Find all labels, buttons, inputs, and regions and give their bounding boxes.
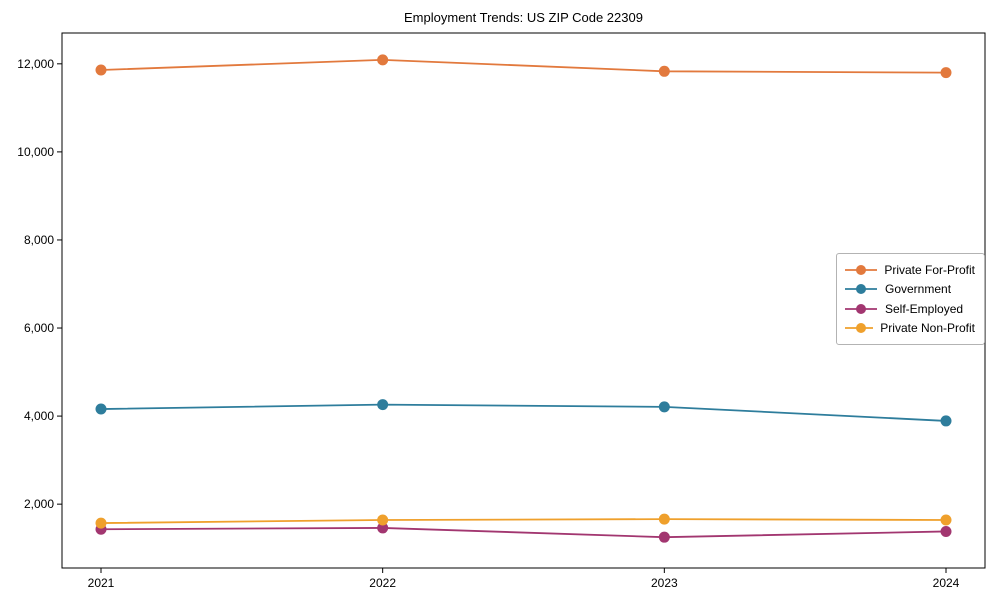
legend-label: Self-Employed <box>885 301 964 316</box>
data-point-marker <box>940 415 952 427</box>
data-point-marker <box>658 401 670 413</box>
legend-item: Private Non-Profit <box>844 319 975 339</box>
data-point-marker <box>940 514 952 526</box>
data-point-marker <box>658 65 670 77</box>
data-point-marker <box>377 399 389 411</box>
data-point-marker <box>95 517 107 529</box>
legend-line-marker-icon <box>845 323 874 334</box>
legend-label: Government <box>885 282 952 297</box>
y-axis-tick-label: 2,000 <box>23 497 54 512</box>
legend-line-marker-icon <box>845 264 877 275</box>
legend-label: Private Non-Profit <box>880 321 975 336</box>
x-axis-tick-label: 2022 <box>369 576 396 590</box>
x-axis-tick-label: 2021 <box>87 576 115 590</box>
legend-label: Private For-Profit <box>884 262 975 277</box>
data-point-marker <box>940 525 952 537</box>
data-point-marker <box>658 513 670 525</box>
y-axis-tick-label: 6,000 <box>23 321 54 336</box>
series-line <box>100 403 947 422</box>
x-axis-tick-label: 2023 <box>650 576 678 590</box>
x-axis-tick-label: 2024 <box>932 576 960 590</box>
legend: Private For-Profit Government Self-Employe… <box>836 253 985 345</box>
data-point-marker <box>377 54 389 66</box>
y-axis-tick-label: 8,000 <box>23 232 54 247</box>
y-axis-tick-label: 4,000 <box>23 409 54 424</box>
data-point-marker <box>658 531 670 543</box>
data-point-marker <box>377 514 389 526</box>
series-line <box>100 58 947 74</box>
plot-frame <box>61 32 986 569</box>
data-point-marker <box>377 522 389 534</box>
chart-title: Employment Trends: US ZIP Code 22309 <box>404 10 643 25</box>
legend-line-marker-icon <box>845 303 877 314</box>
legend-item: Self-Employed <box>844 299 975 319</box>
legend-line-marker-icon <box>845 284 877 295</box>
data-point-marker <box>95 64 107 76</box>
legend-item: Government <box>844 280 975 300</box>
y-axis-tick-label: 10,000 <box>17 144 54 159</box>
series-line <box>100 518 947 524</box>
legend-item: Private For-Profit <box>844 260 975 280</box>
series-line <box>100 527 947 539</box>
data-point-marker <box>95 403 107 415</box>
data-point-marker <box>940 67 952 79</box>
y-axis-tick-label: 12,000 <box>17 56 54 71</box>
